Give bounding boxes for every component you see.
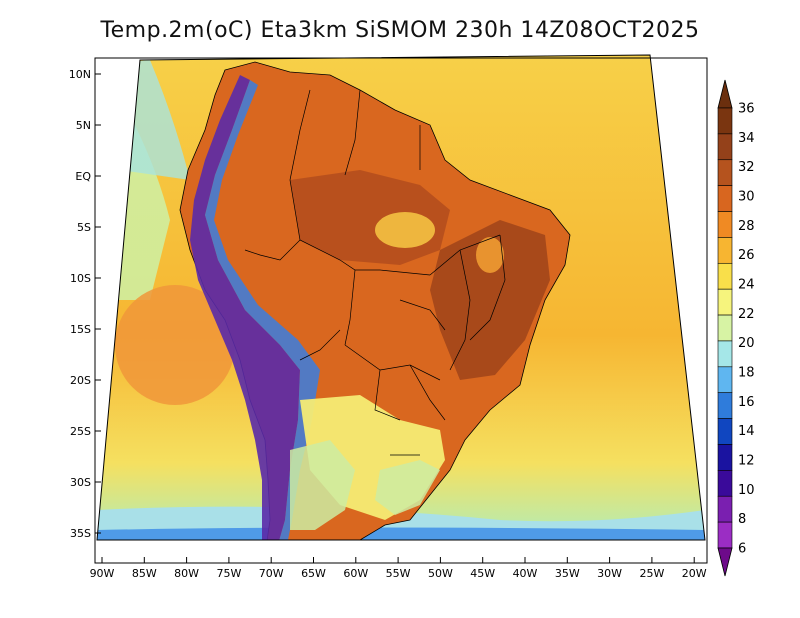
lon-label: 20W — [682, 567, 707, 580]
colorbar-segment — [717, 444, 733, 471]
map-title: Temp.2m(oC) Eta3km SiSMOM 230h 14Z08OCT2… — [100, 18, 700, 43]
colorbar-label: 12 — [738, 454, 755, 469]
lon-label: 80W — [174, 567, 199, 580]
lat-label: 25S — [70, 425, 91, 438]
lat-label: 5S — [77, 221, 91, 234]
country-borders — [244, 89, 506, 456]
pacific-warm-patch — [115, 285, 235, 405]
lon-label: 85W — [132, 567, 157, 580]
lat-axis: 10N 5N EQ 5S 10S 15S 20S 25S 30S 35S — [69, 68, 101, 540]
lat-label: 10N — [69, 68, 91, 81]
colorbar-segment — [717, 392, 733, 419]
lon-label: 25W — [639, 567, 664, 580]
colorbar-segment — [717, 418, 733, 445]
colorbar-segment — [717, 262, 733, 290]
colorbar-segment — [717, 495, 733, 523]
colorbar-label: 14 — [738, 424, 755, 439]
andes-cold-band — [190, 75, 300, 540]
lat-label: EQ — [75, 170, 91, 183]
colorbar-segment — [717, 366, 733, 394]
colorbar-segment — [717, 159, 733, 186]
colorbar-label: 36 — [738, 102, 755, 117]
lat-label: 30S — [70, 476, 91, 489]
lon-label: 45W — [470, 567, 495, 580]
plot-border — [94, 57, 708, 564]
colorbar-label: 20 — [738, 336, 755, 351]
hot-core-east — [430, 220, 550, 380]
lon-label: 30W — [597, 567, 622, 580]
colorbar-label: 6 — [738, 542, 746, 557]
colorbar-segment — [717, 133, 733, 161]
southern-brazil-mild — [375, 460, 440, 515]
colorbar-segment — [717, 521, 733, 549]
colorbar: 36 34 32 30 28 26 24 22 20 18 16 14 12 10 8 6 — [717, 79, 755, 577]
lon-label: 65W — [301, 567, 326, 580]
colorbar-segment — [717, 314, 733, 342]
southern-cold-strip — [97, 527, 705, 540]
colorbar-segment — [717, 185, 733, 212]
colorbar-segment — [717, 237, 733, 264]
colorbar-label: 30 — [738, 190, 755, 205]
lat-label: 15S — [70, 323, 91, 336]
colorbar-label: 16 — [738, 395, 755, 410]
colorbar-label: 34 — [738, 131, 755, 146]
lon-label: 75W — [216, 567, 241, 580]
colorbar-segment — [717, 340, 733, 368]
map-frame — [96, 54, 706, 541]
cool-highland-patch — [375, 212, 435, 248]
patagonia-cool — [290, 440, 355, 530]
lon-label: 55W — [386, 567, 411, 580]
colorbar-segment — [717, 470, 733, 497]
colorbar-label: 22 — [738, 307, 755, 322]
cool-highland-patch-2 — [476, 237, 504, 273]
lat-label: 35S — [70, 527, 91, 540]
lon-label: 90W — [90, 567, 115, 580]
lon-label: 50W — [428, 567, 453, 580]
lon-label: 35W — [555, 567, 580, 580]
colorbar-label: 26 — [738, 248, 755, 263]
colorbar-label: 18 — [738, 366, 755, 381]
colorbar-arrow-down — [717, 547, 733, 577]
andes-edge — [205, 80, 320, 540]
colorbar-segment — [717, 288, 733, 316]
lat-label: 5N — [76, 119, 91, 132]
colorbar-label: 32 — [738, 160, 755, 175]
lat-label: 10S — [70, 272, 91, 285]
colorbar-label: 8 — [738, 512, 746, 527]
colorbar-label: 24 — [738, 278, 755, 293]
lon-label: 70W — [259, 567, 284, 580]
lon-axis: 90W 85W 80W 75W 70W 65W 60W 55W 50W 45W 40W 35W 30W 2… — [90, 557, 707, 580]
colorbar-label: 10 — [738, 483, 755, 498]
colorbar-arrow-up — [717, 79, 733, 109]
lat-label: 20S — [70, 374, 91, 387]
colorbar-segment — [717, 107, 733, 135]
lon-label: 60W — [343, 567, 368, 580]
colorbar-label: 28 — [738, 219, 755, 234]
colorbar-segment — [717, 211, 733, 238]
lon-label: 40W — [513, 567, 538, 580]
map-area — [97, 55, 705, 540]
